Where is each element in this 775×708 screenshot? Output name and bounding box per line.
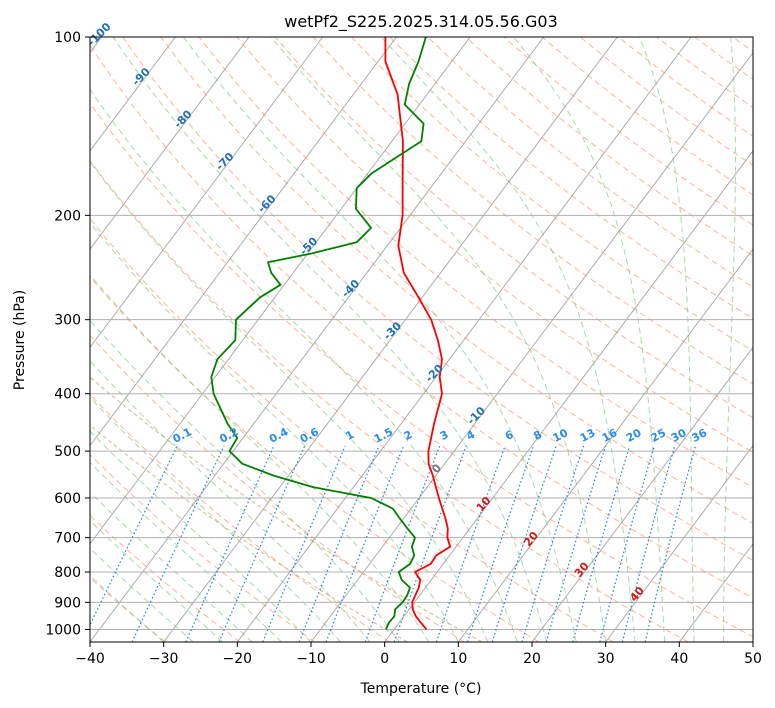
x-tick-label: 50	[744, 651, 762, 667]
mixing-ratio-label: 30	[669, 426, 689, 445]
mixing-ratio-line	[466, 445, 535, 642]
dry-adiabat	[160, 37, 753, 524]
moist-adiabat	[112, 37, 548, 642]
y-axis-title: Pressure (hPa)	[12, 290, 28, 390]
isotherm	[310, 51, 753, 642]
isotherm	[90, 37, 250, 250]
moist-adiabat	[513, 37, 666, 642]
dry-adiabat	[274, 37, 753, 419]
background-lines	[90, 37, 753, 642]
dry-adiabat	[312, 37, 753, 385]
isotherm	[605, 444, 753, 642]
mixing-ratio-line	[90, 445, 178, 627]
moist-adiabat	[90, 274, 430, 642]
isotherm	[236, 37, 692, 642]
y-tick-label: 1000	[45, 622, 81, 638]
mixing-ratio-line	[364, 445, 441, 642]
mixing-ratio-line	[393, 445, 467, 642]
mixing-ratio-line	[545, 445, 607, 642]
isotherm	[90, 37, 545, 642]
x-tick-label: 0	[380, 651, 389, 667]
dry-adiabat	[90, 577, 166, 642]
x-tick-label: 40	[670, 651, 688, 667]
temperature-line	[384, 37, 452, 630]
x-tick-label: −20	[223, 651, 253, 667]
plot-frame	[89, 36, 754, 643]
isotherm	[163, 37, 618, 642]
mixing-ratio-line	[599, 445, 655, 642]
mixing-ratio-line	[572, 445, 631, 642]
x-tick-label: 30	[597, 651, 615, 667]
dewpoint-line	[210, 37, 427, 630]
isotherm	[90, 37, 176, 152]
mixing-ratio-label: 20	[624, 426, 644, 445]
x-axis-title: Temperature (°C)	[360, 681, 482, 697]
moist-adiabat	[638, 37, 695, 642]
isotherm	[90, 37, 471, 545]
series-layer	[210, 37, 452, 630]
y-tick-label: 800	[54, 565, 81, 581]
mixing-ratio-line	[644, 445, 697, 642]
isotherm	[90, 37, 397, 447]
chart-title: wetPf2_S225.2025.314.05.56.G03	[284, 12, 558, 32]
tick-layer: −40 −30 −20 −10 0 10 20 30 40 50 100 200 300 400 500 60…	[45, 30, 762, 667]
moist-adiabat	[90, 161, 489, 642]
x-tick-label: 20	[523, 651, 541, 667]
moist-adiabat	[380, 37, 636, 642]
moist-adiabat	[723, 37, 736, 642]
mixing-ratio-label: 36	[690, 426, 710, 445]
theta-e-line	[90, 376, 483, 642]
isotherm	[531, 346, 753, 642]
moist-adiabat	[90, 547, 194, 642]
x-tick-label: −30	[149, 651, 179, 667]
mixing-ratio-line	[621, 445, 676, 642]
moist-adiabat	[90, 319, 400, 642]
dry-adiabat	[90, 334, 465, 642]
mixing-ratio-label: 13	[578, 426, 598, 445]
dry-adiabat	[90, 160, 689, 642]
dry-adiabat	[90, 453, 315, 642]
mixing-ratio-line	[521, 445, 585, 642]
x-tick-label: −40	[75, 651, 105, 667]
mixing-ratio-label: 16	[600, 426, 620, 445]
moist-adiabat	[90, 520, 223, 642]
x-tick-label: −10	[296, 651, 326, 667]
mixing-ratio-label: 10	[551, 426, 571, 445]
moist-adiabat	[90, 88, 518, 642]
moist-adiabat	[90, 574, 165, 642]
dry-adiabat	[351, 37, 753, 352]
y-tick-label: 700	[54, 531, 81, 547]
isotherm	[384, 150, 753, 642]
mixing-ratio-label: 25	[649, 426, 669, 445]
dry-adiabat	[90, 44, 753, 599]
y-tick-label: 900	[54, 595, 81, 611]
dry-adiabat	[90, 393, 390, 642]
mixing-ratio-line	[218, 445, 306, 642]
x-tick-label: 10	[449, 651, 467, 667]
dry-adiabat	[122, 37, 753, 561]
y-tick-label: 400	[54, 387, 81, 403]
moist-adiabat	[90, 491, 253, 642]
y-tick-label: 300	[54, 313, 81, 329]
moist-adiabat	[90, 396, 341, 642]
mixing-ratio-line	[491, 445, 557, 642]
isotherm	[457, 248, 753, 642]
dry-adiabat	[90, 217, 614, 642]
mixing-ratio-line	[435, 445, 506, 642]
moist-adiabat	[90, 360, 371, 642]
isotherm	[90, 37, 324, 349]
y-tick-label: 500	[54, 444, 81, 460]
moist-adiabat	[90, 461, 282, 642]
moist-adiabat	[270, 37, 607, 642]
y-tick-label: 100	[54, 30, 81, 46]
moist-adiabat	[182, 37, 577, 642]
y-tick-label: 600	[54, 491, 81, 507]
y-tick-label: 200	[54, 208, 81, 224]
